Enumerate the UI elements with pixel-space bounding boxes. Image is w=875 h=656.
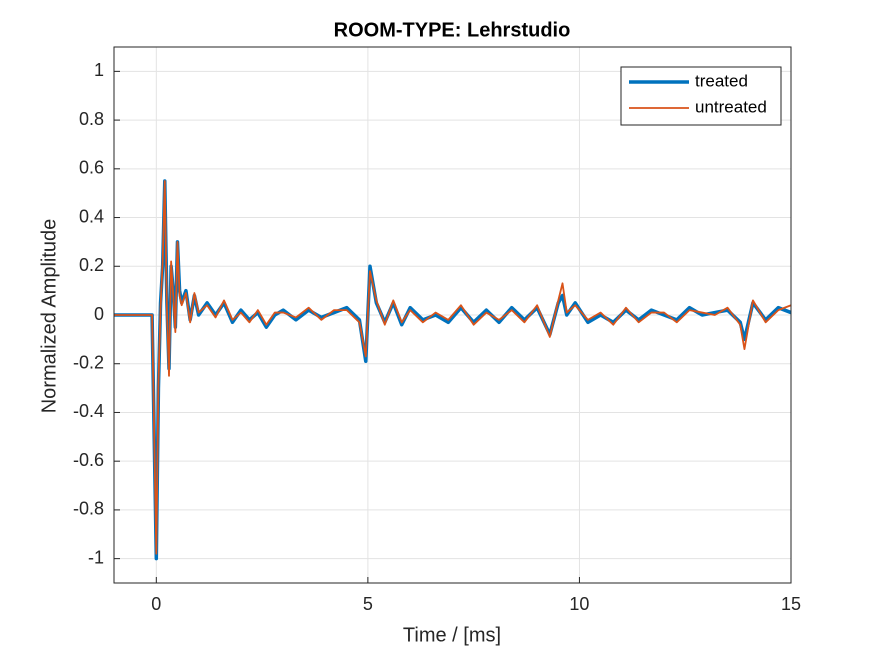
legend-label: untreated <box>695 97 767 116</box>
y-axis-label: Normalized Amplitude <box>38 219 60 414</box>
x-tick-label: 5 <box>363 594 373 614</box>
chart-title: ROOM-TYPE: Lehrstudio <box>334 19 571 41</box>
y-tick-label: -0.8 <box>73 499 104 519</box>
y-tick-label: -0.6 <box>73 450 104 470</box>
y-tick-label: 0.4 <box>79 206 104 226</box>
y-tick-label: -0.4 <box>73 401 104 421</box>
y-tick-label: 1 <box>94 60 104 80</box>
y-tick-label: 0.8 <box>79 109 104 129</box>
y-tick-label: 0.6 <box>79 158 104 178</box>
x-tick-label: 0 <box>151 594 161 614</box>
y-tick-label: -0.2 <box>73 352 104 372</box>
x-tick-label: 10 <box>569 594 589 614</box>
legend <box>620 66 782 126</box>
legend-label: treated <box>695 71 748 90</box>
y-tick-label: 0 <box>94 304 104 324</box>
series-line <box>114 180 792 555</box>
axes-box <box>113 46 792 584</box>
y-tick-label: -1 <box>88 547 104 567</box>
y-tick-label: 0.2 <box>79 255 104 275</box>
x-tick-label: 15 <box>781 594 801 614</box>
x-axis-label: Time / [ms] <box>403 624 501 646</box>
